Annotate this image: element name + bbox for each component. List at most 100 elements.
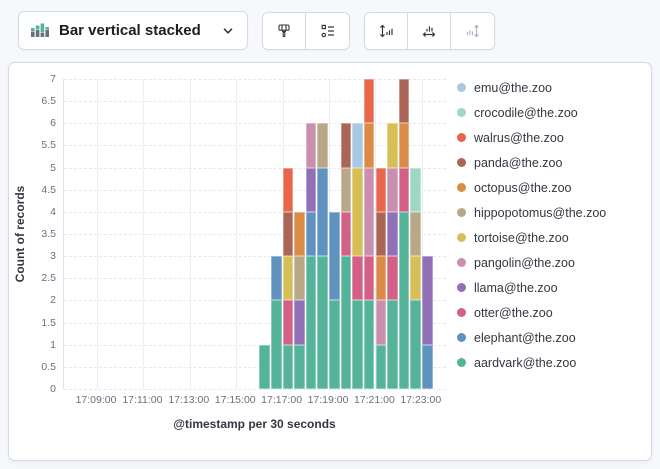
legend-item[interactable]: panda@the.zoo bbox=[457, 150, 606, 175]
legend-item[interactable]: pangolin@the.zoo bbox=[457, 250, 606, 275]
bar-segment[interactable] bbox=[352, 123, 363, 168]
h-gridline bbox=[64, 344, 446, 346]
bar-segment[interactable] bbox=[305, 167, 317, 212]
bar-segment[interactable] bbox=[363, 256, 375, 301]
bar-segment[interactable] bbox=[398, 79, 410, 124]
chart-type-label: Bar vertical stacked bbox=[59, 22, 201, 39]
bar-segment[interactable] bbox=[398, 123, 410, 168]
x-axis-title: @timestamp per 30 seconds bbox=[173, 417, 336, 431]
bar-segment[interactable] bbox=[282, 344, 294, 389]
legend-item[interactable]: hippopotomus@the.zoo bbox=[457, 200, 606, 225]
bar-segment[interactable] bbox=[317, 256, 329, 389]
legend-item[interactable]: aardvark@the.zoo bbox=[457, 350, 606, 375]
legend-label: crocodile@the.zoo bbox=[474, 105, 578, 120]
list-settings-button[interactable] bbox=[306, 13, 349, 49]
v-gridline bbox=[189, 79, 191, 389]
bar-segment[interactable] bbox=[271, 256, 282, 301]
y-tick-label: 1.5 bbox=[41, 316, 56, 329]
y-tick-label: 2.5 bbox=[41, 272, 56, 285]
brush-icon bbox=[276, 23, 292, 39]
bar-segment[interactable] bbox=[363, 123, 375, 168]
bar-segment[interactable] bbox=[363, 300, 375, 389]
v-gridline bbox=[143, 79, 145, 389]
bar-segment[interactable] bbox=[305, 211, 317, 257]
h-gridline bbox=[64, 123, 446, 125]
legend-item[interactable]: llama@the.zoo bbox=[457, 275, 606, 300]
bar-segment[interactable] bbox=[398, 167, 410, 212]
legend-item[interactable]: octopus@the.zoo bbox=[457, 175, 606, 200]
bar-segment[interactable] bbox=[305, 256, 317, 389]
bar-segment[interactable] bbox=[271, 300, 282, 389]
bar-segment[interactable] bbox=[305, 123, 317, 168]
y-tick-label: 6.5 bbox=[41, 95, 56, 108]
bar-segment[interactable] bbox=[294, 300, 305, 345]
h-gridline bbox=[64, 322, 446, 324]
bar-segment[interactable] bbox=[410, 167, 421, 212]
bar-segment[interactable] bbox=[421, 344, 433, 389]
legend: emu@the.zoo crocodile@the.zoo walrus@the.z… bbox=[457, 75, 606, 375]
bar-segment[interactable] bbox=[398, 211, 410, 389]
legend-item[interactable]: crocodile@the.zoo bbox=[457, 100, 606, 125]
bar-segment[interactable] bbox=[282, 167, 294, 212]
legend-swatch bbox=[457, 233, 466, 242]
legend-item[interactable]: tortoise@the.zoo bbox=[457, 225, 606, 250]
bar-segment[interactable] bbox=[317, 123, 329, 168]
bar-segment[interactable] bbox=[352, 256, 363, 301]
bar-segment[interactable] bbox=[387, 167, 398, 212]
legend-swatch bbox=[457, 308, 466, 317]
left-axis-button[interactable] bbox=[365, 13, 408, 49]
legend-item[interactable]: walrus@the.zoo bbox=[457, 125, 606, 150]
bar-segment[interactable] bbox=[317, 167, 329, 257]
y-tick-label: 3 bbox=[50, 250, 56, 263]
bar-segment[interactable] bbox=[340, 211, 352, 257]
h-gridline bbox=[64, 389, 446, 390]
list-settings-icon bbox=[320, 23, 336, 39]
bar-segment[interactable] bbox=[282, 211, 294, 257]
bar-segment[interactable] bbox=[329, 300, 340, 389]
brush-button[interactable] bbox=[263, 13, 306, 49]
bottom-axis-button[interactable] bbox=[408, 13, 451, 49]
bar-segment[interactable] bbox=[410, 300, 421, 389]
bar-segment[interactable] bbox=[340, 167, 352, 212]
x-tick-label: 17:19:00 bbox=[307, 394, 349, 406]
bar-segment[interactable] bbox=[294, 344, 305, 389]
legend-item[interactable]: elephant@the.zoo bbox=[457, 325, 606, 350]
bar-segment[interactable] bbox=[340, 256, 352, 389]
right-axis-button[interactable] bbox=[451, 13, 494, 49]
h-gridline bbox=[64, 145, 446, 147]
bar-segment[interactable] bbox=[375, 300, 387, 345]
bar-segment[interactable] bbox=[375, 344, 387, 389]
bar-segment[interactable] bbox=[352, 300, 363, 389]
bar-segment[interactable] bbox=[387, 211, 398, 257]
bar-segment[interactable] bbox=[363, 79, 375, 124]
y-tick-label: 3.5 bbox=[41, 228, 56, 240]
right-axis-icon bbox=[465, 23, 481, 39]
bar-segment[interactable] bbox=[410, 256, 421, 301]
legend-item[interactable]: otter@the.zoo bbox=[457, 300, 606, 325]
bar-segment[interactable] bbox=[421, 256, 433, 345]
h-gridline bbox=[64, 256, 446, 258]
left-axis-icon bbox=[378, 23, 394, 39]
bar-segment[interactable] bbox=[363, 167, 375, 257]
bar-segment[interactable] bbox=[375, 211, 387, 257]
bar-segment[interactable] bbox=[259, 344, 270, 389]
bar-segment[interactable] bbox=[294, 256, 305, 301]
bar-segment[interactable] bbox=[375, 167, 387, 212]
bar-segment[interactable] bbox=[294, 211, 305, 257]
bar-segment[interactable] bbox=[282, 300, 294, 345]
x-tick-label: 17:09:00 bbox=[75, 394, 117, 406]
bar-segment[interactable] bbox=[387, 300, 398, 389]
bar-segment[interactable] bbox=[387, 123, 398, 168]
bar-segment[interactable] bbox=[375, 256, 387, 301]
bar-segment[interactable] bbox=[329, 211, 340, 301]
bar-segment[interactable] bbox=[387, 256, 398, 301]
chart-type-dropdown[interactable]: Bar vertical stacked bbox=[18, 11, 248, 50]
bar-segment[interactable] bbox=[410, 211, 421, 257]
legend-swatch bbox=[457, 358, 466, 367]
x-tick-label: 17:17:00 bbox=[261, 394, 303, 406]
bar-segment[interactable] bbox=[282, 256, 294, 301]
y-tick-label: 5 bbox=[50, 161, 56, 174]
legend-item[interactable]: emu@the.zoo bbox=[457, 75, 606, 100]
bar-segment[interactable] bbox=[352, 167, 363, 257]
bar-segment[interactable] bbox=[340, 123, 352, 168]
